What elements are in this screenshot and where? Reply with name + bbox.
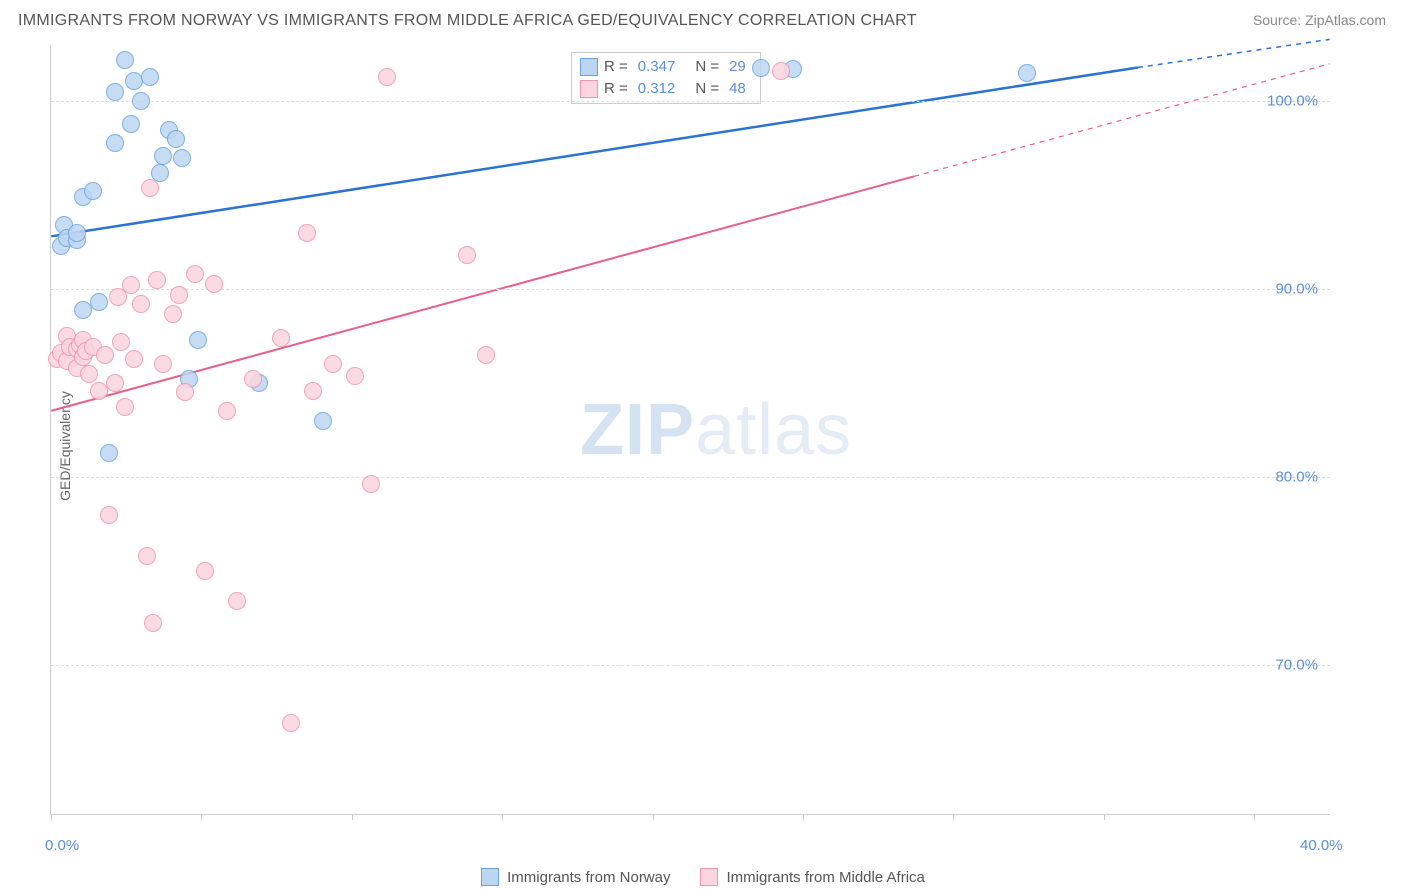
x-tick	[502, 814, 503, 820]
scatter-point	[125, 350, 143, 368]
y-tick-label: 90.0%	[1275, 281, 1318, 298]
scatter-point	[176, 383, 194, 401]
scatter-point	[164, 305, 182, 323]
scatter-point	[244, 370, 262, 388]
x-tick-right: 40.0%	[1300, 837, 1343, 854]
scatter-point	[144, 614, 162, 632]
bottom-legend-africa: Immigrants from Middle Africa	[700, 868, 924, 886]
scatter-point	[68, 224, 86, 242]
y-tick-label: 70.0%	[1275, 656, 1318, 673]
legend-swatch-norway	[580, 58, 598, 76]
chart-title: IMMIGRANTS FROM NORWAY VS IMMIGRANTS FRO…	[18, 12, 917, 30]
plot-area: ZIPatlas R = 0.347 N = 29 R = 0.312 N = …	[50, 45, 1330, 815]
scatter-point	[362, 475, 380, 493]
watermark: ZIPatlas	[580, 389, 852, 471]
scatter-point	[80, 365, 98, 383]
scatter-point	[298, 224, 316, 242]
scatter-point	[122, 115, 140, 133]
scatter-point	[477, 346, 495, 364]
scatter-point	[170, 286, 188, 304]
scatter-point	[167, 130, 185, 148]
scatter-point	[272, 329, 290, 347]
scatter-point	[458, 246, 476, 264]
scatter-point	[106, 374, 124, 392]
gridline	[51, 101, 1330, 102]
scatter-point	[196, 562, 214, 580]
x-tick	[1254, 814, 1255, 820]
scatter-point	[84, 182, 102, 200]
scatter-point	[148, 271, 166, 289]
scatter-point	[205, 275, 223, 293]
scatter-point	[1018, 64, 1036, 82]
scatter-point	[772, 62, 790, 80]
scatter-point	[100, 444, 118, 462]
scatter-point	[141, 179, 159, 197]
scatter-point	[90, 293, 108, 311]
scatter-point	[228, 592, 246, 610]
x-tick	[1104, 814, 1105, 820]
scatter-point	[314, 412, 332, 430]
scatter-point	[752, 59, 770, 77]
scatter-point	[106, 83, 124, 101]
bottom-swatch-norway	[481, 868, 499, 886]
scatter-point	[116, 398, 134, 416]
scatter-point	[378, 68, 396, 86]
scatter-point	[324, 355, 342, 373]
scatter-point	[122, 276, 140, 294]
r-n-legend: R = 0.347 N = 29 R = 0.312 N = 48	[571, 52, 761, 104]
correlation-chart: IMMIGRANTS FROM NORWAY VS IMMIGRANTS FRO…	[0, 0, 1406, 892]
scatter-point	[116, 51, 134, 69]
scatter-point	[346, 367, 364, 385]
scatter-point	[189, 331, 207, 349]
scatter-point	[96, 346, 114, 364]
gridline	[51, 289, 1330, 290]
source-label: Source: ZipAtlas.com	[1253, 12, 1386, 28]
scatter-point	[154, 147, 172, 165]
scatter-point	[186, 265, 204, 283]
scatter-point	[106, 134, 124, 152]
x-tick	[352, 814, 353, 820]
gridline	[51, 665, 1330, 666]
trend-lines	[51, 45, 1330, 814]
gridline	[51, 477, 1330, 478]
bottom-legend: Immigrants from Norway Immigrants from M…	[0, 868, 1406, 886]
legend-swatch-africa	[580, 80, 598, 98]
bottom-swatch-africa	[700, 868, 718, 886]
scatter-point	[141, 68, 159, 86]
scatter-point	[154, 355, 172, 373]
x-tick	[51, 814, 52, 820]
scatter-point	[173, 149, 191, 167]
scatter-point	[132, 92, 150, 110]
y-tick-label: 100.0%	[1267, 93, 1318, 110]
legend-row-norway: R = 0.347 N = 29	[580, 56, 750, 78]
x-tick	[653, 814, 654, 820]
scatter-point	[132, 295, 150, 313]
x-tick	[953, 814, 954, 820]
x-tick	[803, 814, 804, 820]
x-tick-left: 0.0%	[45, 837, 79, 854]
x-tick	[201, 814, 202, 820]
legend-row-africa: R = 0.312 N = 48	[580, 78, 750, 100]
scatter-point	[218, 402, 236, 420]
bottom-legend-norway: Immigrants from Norway	[481, 868, 670, 886]
scatter-point	[112, 333, 130, 351]
y-tick-label: 80.0%	[1275, 468, 1318, 485]
scatter-point	[100, 506, 118, 524]
scatter-point	[282, 714, 300, 732]
scatter-point	[138, 547, 156, 565]
scatter-point	[304, 382, 322, 400]
